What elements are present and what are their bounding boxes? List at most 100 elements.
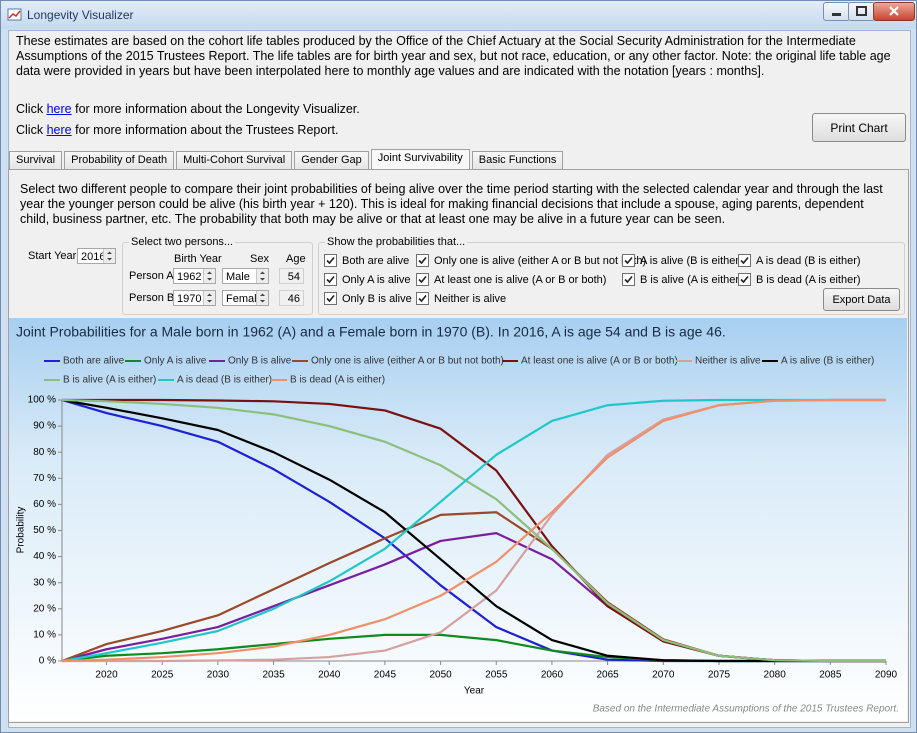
link[interactable]: here	[46, 123, 72, 137]
legend-label: Only one is alive (either A or B but not…	[311, 356, 504, 367]
checkbox[interactable]	[324, 254, 337, 267]
checkbox[interactable]	[622, 254, 635, 267]
footnote: Based on the Intermediate Assumptions of…	[593, 704, 899, 715]
checkbox-label: B is alive (A is either)	[640, 273, 743, 286]
check-mark	[418, 275, 427, 284]
checkbox-option[interactable]: Only one is alive (either A or B but not…	[416, 254, 646, 267]
link-suffix: for more information about the Longevity…	[75, 102, 360, 116]
group-title: Show the probabilities that...	[325, 236, 468, 248]
y-tick-label: 60 %	[33, 499, 56, 510]
sex-value: Male	[226, 271, 250, 283]
checkbox[interactable]	[622, 273, 635, 286]
maximize-button[interactable]	[848, 2, 875, 21]
minimize-button[interactable]	[823, 2, 850, 21]
check-mark	[326, 256, 335, 265]
legend-label: Only B is alive	[228, 356, 292, 367]
checkbox-option[interactable]: A is alive (B is either)	[622, 254, 743, 267]
checkbox-option[interactable]: Only B is alive	[324, 292, 412, 305]
spinner[interactable]	[103, 249, 115, 263]
start-year-input[interactable]: 2016	[77, 248, 116, 264]
link-line: Click here for more information about th…	[16, 102, 360, 116]
check-mark	[624, 256, 633, 265]
x-tick-label: 2060	[541, 670, 564, 681]
x-tick-label: 2045	[374, 670, 397, 681]
checkbox-option[interactable]: A is dead (B is either)	[738, 254, 861, 267]
age-value: 54	[279, 268, 304, 284]
tab[interactable]: Gender Gap	[294, 151, 369, 170]
x-tick-label: 2050	[429, 670, 452, 681]
birth-year-input[interactable]: 1970	[173, 290, 216, 306]
checkbox-label: Neither is alive	[434, 292, 507, 305]
export-data-button[interactable]: Export Data	[823, 288, 900, 311]
chart-title: Joint Probabilities for a Male born in 1…	[16, 324, 726, 340]
spinner[interactable]	[203, 269, 215, 283]
tab[interactable]: Multi-Cohort Survival	[176, 151, 293, 170]
age-value: 46	[279, 290, 304, 306]
checkbox[interactable]	[324, 273, 337, 286]
tab[interactable]: Probability of Death	[64, 151, 175, 170]
checkbox-option[interactable]: Neither is alive	[416, 292, 506, 305]
y-tick-label: 100 %	[28, 395, 56, 406]
print-chart-button[interactable]: Print Chart	[812, 113, 906, 142]
y-tick-label: 10 %	[33, 630, 56, 641]
check-mark	[326, 275, 335, 284]
intro-text: These estimates are based on the cohort …	[16, 34, 891, 78]
checkbox-label: B is dead (A is either)	[756, 273, 861, 286]
checkbox-option[interactable]: At least one is alive (A or B or both)	[416, 273, 606, 286]
legend-label: Only A is alive	[144, 356, 207, 367]
x-tick-label: 2070	[652, 670, 675, 681]
checkbox-option[interactable]: B is alive (A is either)	[622, 273, 743, 286]
column-header: Birth Year	[174, 253, 222, 265]
legend-label: B is dead (A is either)	[290, 375, 385, 386]
y-tick-label: 0 %	[39, 656, 56, 667]
checkbox-option[interactable]: Both are alive	[324, 254, 409, 267]
legend-label: A is alive (B is either)	[781, 356, 874, 367]
birth-year-value: 1962	[177, 271, 202, 283]
link[interactable]: here	[46, 102, 72, 116]
group-title: Select two persons...	[129, 236, 236, 248]
checkbox[interactable]	[416, 254, 429, 267]
legend-label: Neither is alive	[695, 356, 761, 367]
tab[interactable]: Joint Survivability	[370, 149, 470, 171]
close-button[interactable]	[873, 2, 915, 21]
tab[interactable]: Basic Functions	[471, 151, 564, 170]
column-header: Sex	[250, 253, 269, 265]
panel-description: Select two different people to compare t…	[20, 182, 883, 226]
spinner[interactable]	[256, 291, 268, 305]
y-tick-label: 30 %	[33, 577, 56, 588]
spinner[interactable]	[203, 291, 215, 305]
x-tick-label: 2065	[596, 670, 619, 681]
checkbox-label: A is alive (B is either)	[640, 254, 743, 267]
checkbox-option[interactable]: B is dead (A is either)	[738, 273, 861, 286]
checkbox[interactable]	[324, 292, 337, 305]
x-tick-label: 2090	[875, 670, 898, 681]
x-tick-label: 2075	[708, 670, 731, 681]
series-line	[61, 398, 886, 663]
checkbox[interactable]	[416, 292, 429, 305]
checkbox-label: Both are alive	[342, 254, 410, 267]
x-tick-label: 2055	[485, 670, 508, 681]
x-tick-label: 2020	[95, 670, 118, 681]
spinner[interactable]	[256, 269, 268, 283]
checkbox-label: At least one is alive (A or B or both)	[434, 273, 607, 286]
sex-value: Female	[226, 293, 263, 305]
checkbox[interactable]	[738, 273, 751, 286]
sex-input[interactable]: Female	[222, 290, 269, 306]
check-mark	[326, 294, 335, 303]
sex-input[interactable]: Male	[222, 268, 269, 284]
checkbox-option[interactable]: Only A is alive	[324, 273, 410, 286]
y-tick-label: 70 %	[33, 473, 56, 484]
y-axis-label: Probability	[16, 507, 27, 554]
legend-label: At least one is alive (A or B or both)	[521, 356, 678, 367]
series-line	[61, 398, 886, 663]
y-tick-label: 90 %	[33, 421, 56, 432]
link-prefix: Click	[16, 123, 44, 137]
link-line: Click here for more information about th…	[16, 123, 338, 137]
checkbox[interactable]	[738, 254, 751, 267]
column-header: Age	[286, 253, 306, 265]
checkbox[interactable]	[416, 273, 429, 286]
birth-year-input[interactable]: 1962	[173, 268, 216, 284]
y-tick-label: 40 %	[33, 551, 56, 562]
tab[interactable]: Survival	[9, 151, 63, 170]
series-line	[61, 398, 886, 663]
